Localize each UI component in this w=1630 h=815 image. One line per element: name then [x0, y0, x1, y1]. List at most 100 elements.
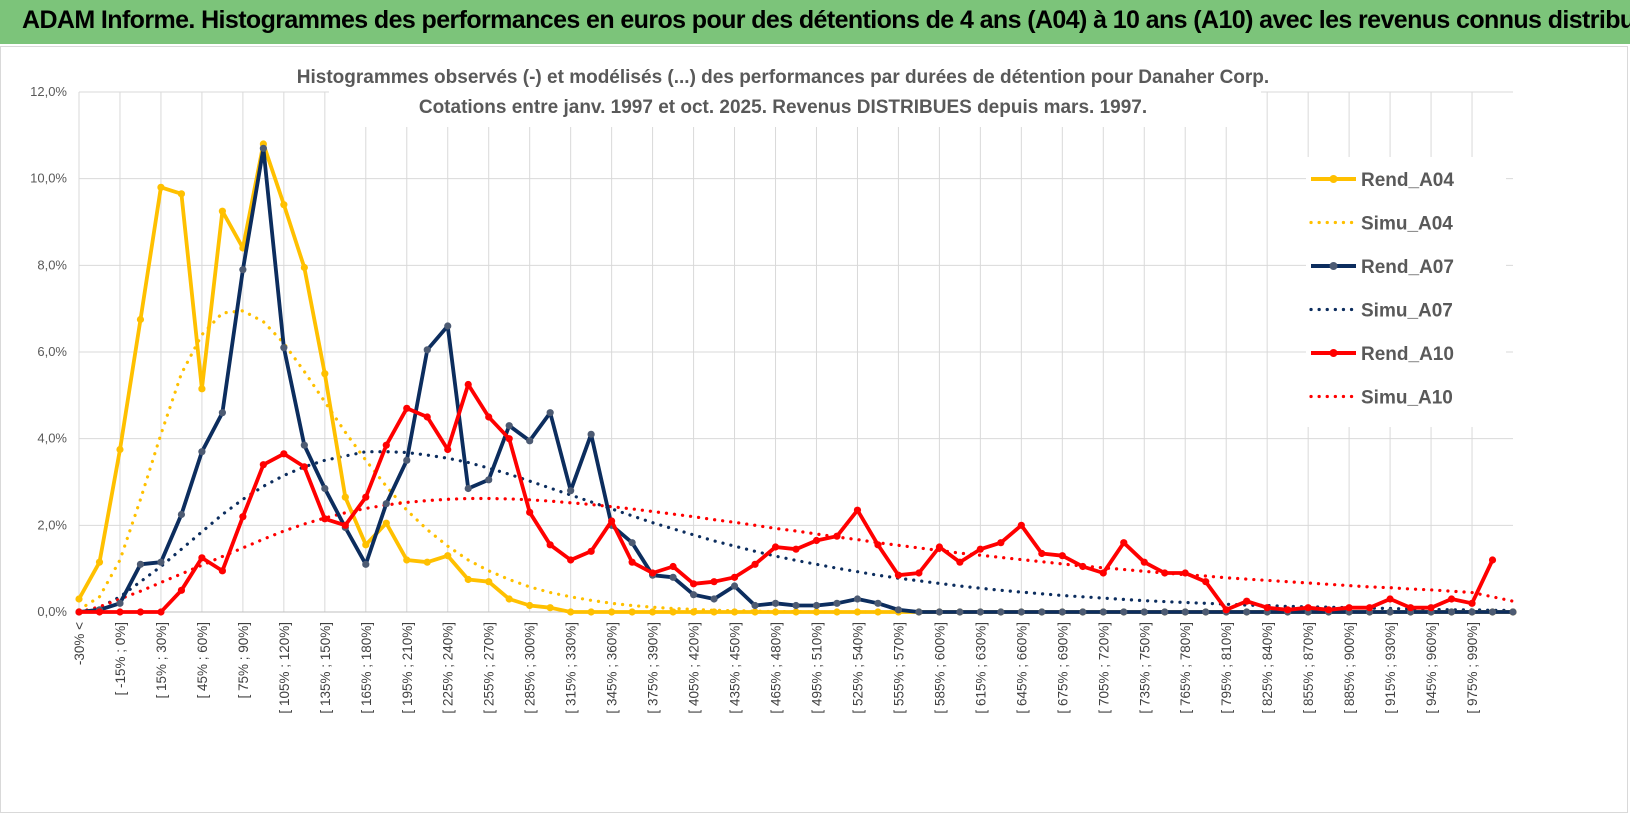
data-point-rend-a07 [1161, 608, 1169, 616]
data-point-rend-a10 [1058, 552, 1066, 560]
data-point-rend-a10 [75, 608, 83, 616]
x-tick-label: [ 285% ; 300%] [523, 622, 538, 714]
data-point-rend-a07 [915, 608, 923, 616]
data-point-rend-a10 [95, 608, 104, 616]
data-point-rend-a07 [362, 560, 370, 568]
data-point-rend-a04 [505, 595, 513, 603]
report-banner: ADAM Informe. Histogrammes des performan… [0, 0, 1630, 44]
legend-label-rend-a07: Rend_A07 [1361, 257, 1454, 278]
data-point-rend-a10 [669, 562, 677, 571]
x-tick-label: [ 675% ; 690%] [1055, 622, 1070, 714]
data-point-rend-a07 [874, 599, 882, 607]
data-point-rend-a10 [608, 517, 616, 525]
data-point-rend-a07 [894, 606, 903, 614]
data-point-rend-a04 [730, 608, 739, 616]
data-point-rend-a10 [362, 493, 370, 501]
x-tick-label: [ 885% ; 900%] [1342, 622, 1357, 714]
data-point-rend-a04 [464, 575, 472, 584]
data-point-rend-a07 [1099, 608, 1107, 616]
data-point-rend-a04 [485, 578, 493, 586]
data-point-rend-a07 [218, 409, 226, 417]
data-point-rend-a04 [526, 601, 534, 610]
data-point-rend-a10 [730, 573, 739, 581]
data-point-rend-a07 [792, 601, 800, 610]
data-point-rend-a10 [1161, 569, 1169, 577]
data-point-rend-a10 [1202, 578, 1210, 586]
x-tick-label: [ 555% ; 570%] [891, 622, 906, 714]
chart-area: 0,0% 2,0% 4,0% 6,0% 8,0% 10,0% 12,0% -30% < [ -… [0, 46, 1628, 813]
legend-marker-rend-a04 [1329, 175, 1338, 183]
x-tick-label: [ 645% ; 660%] [1014, 622, 1029, 714]
x-tick-label: [ 855% ; 870%] [1301, 622, 1316, 714]
data-point-rend-a10 [1468, 599, 1476, 607]
data-point-rend-a04 [567, 608, 575, 616]
data-point-rend-a10 [239, 513, 247, 521]
y-tick-label: 6,0% [37, 344, 67, 359]
data-point-rend-a07 [198, 448, 206, 456]
data-point-rend-a04 [341, 493, 349, 501]
legend-marker-rend-a07 [1329, 262, 1338, 270]
data-point-rend-a04 [136, 315, 145, 324]
x-tick-label: [ 345% ; 360%] [605, 622, 620, 714]
data-point-rend-a07 [976, 608, 984, 616]
data-point-rend-a04 [669, 608, 677, 616]
series-layer [75, 140, 1517, 616]
data-point-rend-a07 [567, 487, 575, 495]
x-tick-label: [ 405% ; 420%] [687, 622, 702, 714]
data-point-rend-a04 [362, 541, 370, 549]
x-tick-label: [ -15% ; 0%] [113, 622, 128, 696]
report-title: ADAM Informe. Histogrammes des performan… [22, 6, 1630, 34]
x-axis: -30% < [ -15% ; 0%] [ 15% ; 30%] [ 45% ; 60… [72, 622, 1480, 714]
data-point-rend-a07 [300, 441, 308, 449]
data-point-rend-a07 [259, 144, 267, 152]
data-point-rend-a07 [1488, 608, 1497, 616]
data-point-rend-a04 [177, 190, 186, 198]
histogram-chart: 0,0% 2,0% 4,0% 6,0% 8,0% 10,0% 12,0% -30% < [ -… [30, 59, 1517, 714]
data-point-rend-a04 [382, 519, 390, 527]
data-point-rend-a10 [423, 413, 431, 421]
data-point-rend-a04 [771, 608, 780, 616]
data-point-rend-a10 [1284, 606, 1292, 614]
data-point-rend-a04 [608, 608, 616, 616]
x-tick-label: [ 915% ; 930%] [1383, 622, 1398, 714]
data-point-rend-a10 [321, 515, 329, 523]
data-point-rend-a04 [280, 201, 288, 209]
x-tick-label: [ 135% ; 150%] [318, 622, 333, 714]
x-tick-label: [ 195% ; 210%] [400, 622, 415, 714]
x-tick-label: [ 705% ; 720%] [1096, 622, 1111, 714]
data-point-rend-a07 [1079, 608, 1087, 616]
data-point-rend-a07 [526, 437, 534, 445]
data-point-rend-a07 [239, 266, 247, 274]
data-point-rend-a10 [1140, 558, 1148, 566]
data-point-rend-a07 [751, 601, 759, 610]
data-point-rend-a10 [157, 608, 165, 616]
data-point-rend-a10 [546, 541, 554, 549]
data-point-rend-a10 [341, 521, 349, 529]
data-point-rend-a04 [157, 183, 165, 191]
data-point-rend-a07 [464, 484, 472, 493]
data-point-rend-a04 [792, 608, 800, 616]
data-point-rend-a07 [771, 599, 780, 607]
data-point-rend-a07 [1509, 608, 1517, 616]
data-point-rend-a07 [280, 344, 288, 352]
data-point-rend-a04 [689, 608, 698, 616]
data-point-rend-a10 [1263, 604, 1271, 612]
data-point-rend-a04 [628, 608, 636, 616]
data-point-rend-a10 [587, 547, 595, 555]
x-tick-label: [ 765% ; 780%] [1178, 622, 1193, 714]
data-point-rend-a07 [1120, 608, 1128, 616]
data-point-rend-a10 [177, 586, 186, 594]
data-point-rend-a07 [1181, 608, 1189, 616]
data-point-rend-a10 [1099, 569, 1107, 577]
x-tick-label: [ 165% ; 180%] [359, 622, 374, 714]
data-point-rend-a04 [444, 552, 452, 560]
data-point-rend-a07 [157, 558, 165, 566]
data-point-rend-a07 [956, 608, 964, 616]
x-tick-label: [ 525% ; 540%] [850, 622, 865, 714]
data-point-rend-a04 [649, 608, 657, 616]
x-tick-label: [ 435% ; 450%] [728, 622, 743, 714]
data-point-rend-a04 [300, 263, 308, 272]
legend: Rend_A04 Simu_A04 Rend_A07 Simu_A07 Rend_A10… [1309, 170, 1454, 409]
data-point-rend-a07 [669, 573, 677, 581]
data-point-rend-a04 [403, 556, 411, 564]
